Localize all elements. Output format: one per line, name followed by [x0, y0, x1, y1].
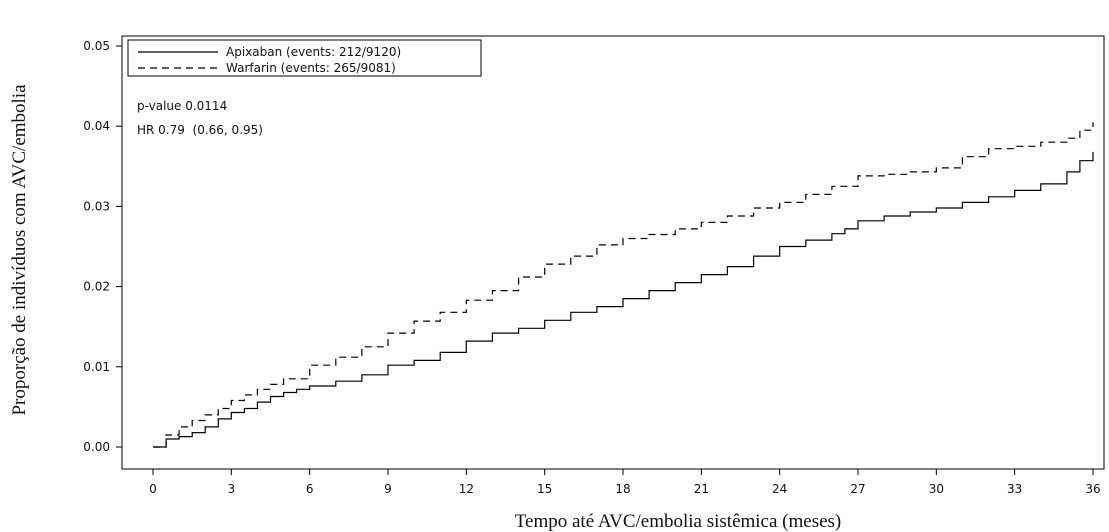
y-tick-label: 0.03	[83, 199, 110, 213]
x-tick-label: 6	[306, 482, 314, 496]
x-tick-label: 24	[772, 482, 787, 496]
legend-box	[127, 39, 482, 77]
y-axis-title: Proporção de indivíduos com AVC/embolia	[9, 84, 30, 416]
x-tick-label: 21	[694, 482, 709, 496]
y-tick-label: 0.00	[83, 440, 110, 454]
series-line-apixaban	[153, 151, 1094, 448]
x-axis-ticks: 0 3 6 9 12 15 18 21 24 27 30 33 36	[149, 469, 1101, 496]
plot-frame	[121, 35, 1105, 470]
legend-label-warfarin: Warfarin (events: 265/9081)	[226, 61, 396, 75]
annotation-p-value: p-value 0.0114	[137, 99, 227, 113]
legend-label-apixaban: Apixaban (events: 212/9120)	[226, 45, 401, 59]
y-tick-label: 0.05	[83, 39, 110, 53]
x-tick-label: 3	[228, 482, 236, 496]
x-tick-label: 33	[1007, 482, 1022, 496]
legend: Apixaban (events: 212/9120) Warfarin (ev…	[127, 39, 482, 77]
x-tick-label: 36	[1085, 482, 1100, 496]
y-tick-label: 0.04	[83, 119, 110, 133]
x-tick-label: 27	[850, 482, 865, 496]
series-lines	[153, 122, 1094, 448]
y-axis-ticks: 0.00 0.01 0.02 0.03 0.04 0.05	[83, 39, 122, 454]
y-tick-label: 0.01	[83, 360, 110, 374]
x-tick-label: 12	[459, 482, 474, 496]
x-tick-label: 9	[384, 482, 392, 496]
series-line-warfarin	[153, 122, 1094, 448]
y-tick-label: 0.02	[83, 280, 110, 294]
x-tick-label: 30	[929, 482, 944, 496]
x-axis-title: Tempo até AVC/embolia sistêmica (meses)	[515, 511, 842, 532]
x-tick-label: 15	[537, 482, 552, 496]
annotation-hazard-ratio: HR 0.79 (0.66, 0.95)	[137, 123, 263, 137]
x-tick-label: 18	[615, 482, 630, 496]
x-tick-label: 0	[149, 482, 157, 496]
